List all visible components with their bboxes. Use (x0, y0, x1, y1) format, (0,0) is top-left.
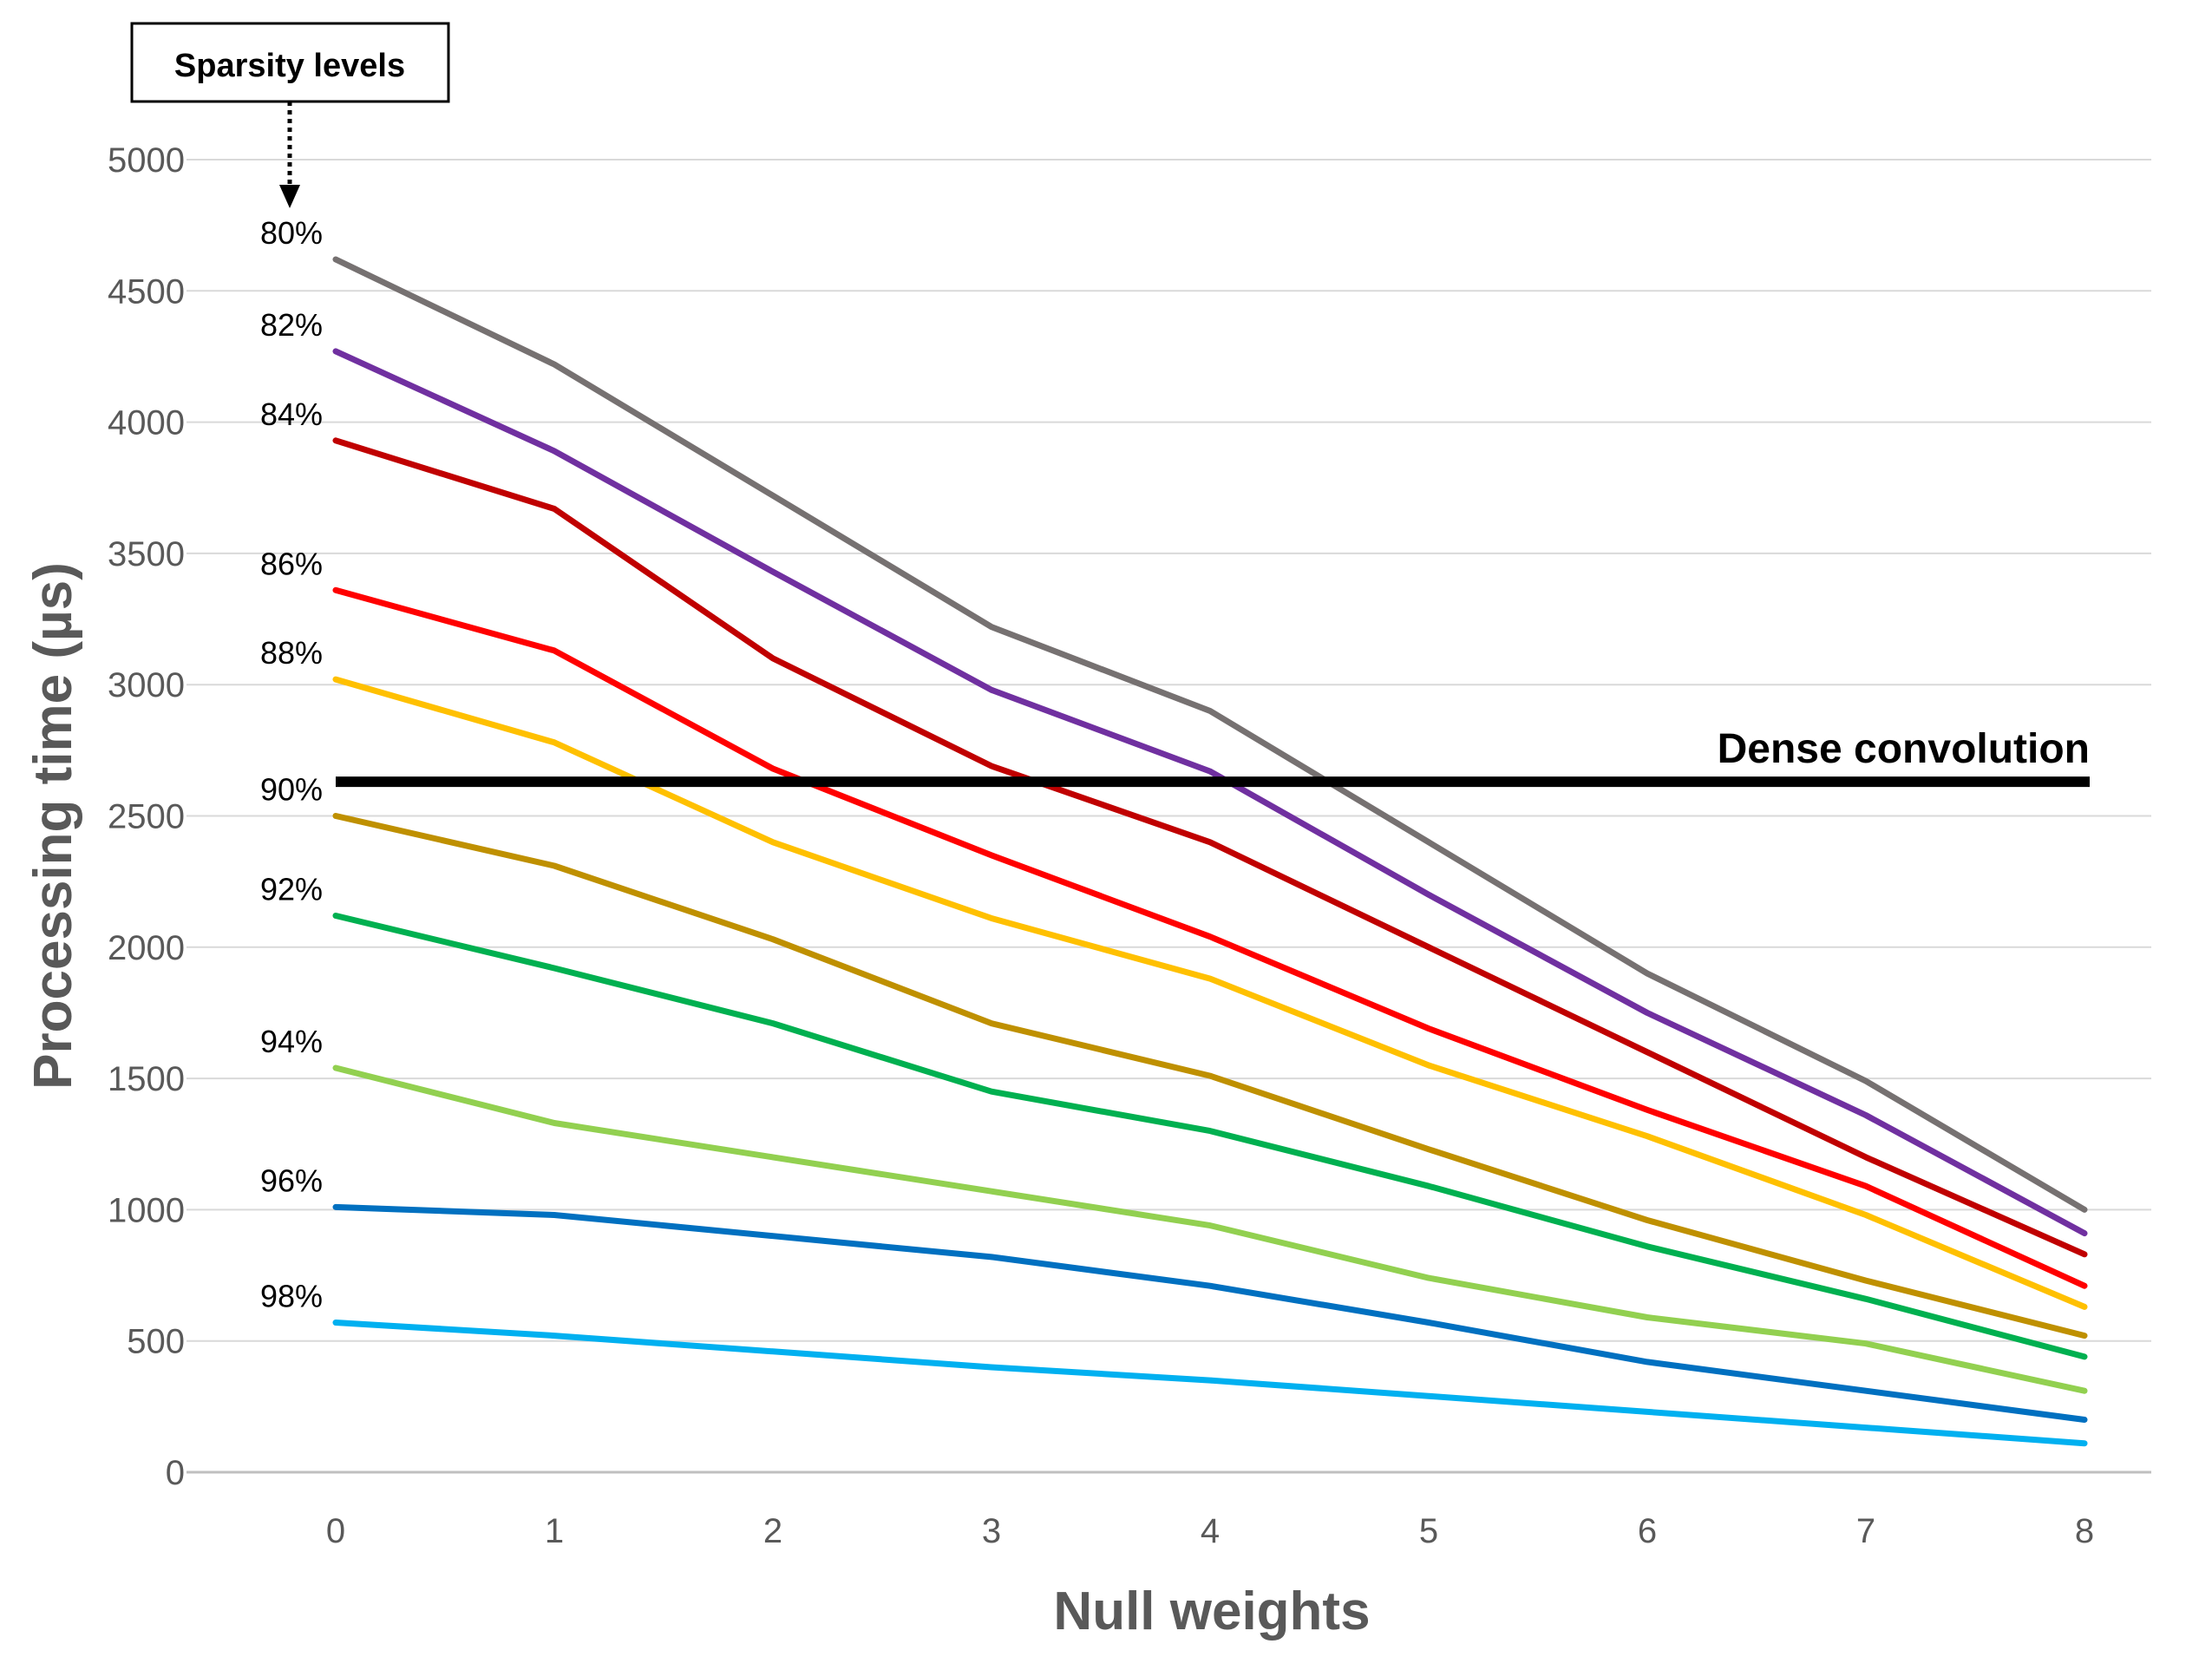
series-line-84pct (332, 437, 2088, 1258)
y-tick-label: 5000 (108, 141, 185, 180)
callout-arrow-head (279, 185, 300, 208)
x-tick-label: 2 (763, 1512, 782, 1550)
series-label: 80% (260, 215, 323, 251)
y-tick-label: 3000 (108, 666, 185, 704)
y-tick-label: 1000 (108, 1191, 185, 1229)
series-label: 92% (260, 871, 323, 907)
series-label: 86% (260, 546, 323, 581)
x-tick-label: 1 (545, 1512, 564, 1550)
series-labels: 80% 82% 84% 86% 88% 90% 92% 94% 96% 98% (260, 215, 323, 1314)
y-tick-label: 2000 (108, 929, 185, 967)
sparsity-callout: Sparsity levels (130, 22, 450, 208)
series-line-92pct (332, 913, 2088, 1360)
x-tick-label: 0 (326, 1512, 345, 1550)
series-label: 82% (260, 307, 323, 343)
y-tick-label: 2500 (108, 798, 185, 836)
callout-label: Sparsity levels (174, 48, 405, 84)
x-tick-label: 6 (1638, 1512, 1657, 1550)
series-line-94pct (332, 1064, 2088, 1394)
x-tick-label: 7 (1856, 1512, 1875, 1550)
x-axis-ticks: 0 1 2 3 4 5 6 7 8 (326, 1512, 2094, 1550)
y-axis-ticks: 0 500 1000 1500 2000 2500 3000 3500 4000 4500 5000 (108, 141, 185, 1492)
series-line-88pct (332, 676, 2088, 1310)
x-tick-label: 5 (1419, 1512, 1438, 1550)
y-tick-label: 3500 (108, 535, 185, 573)
series-line-82pct (332, 348, 2088, 1237)
series-line-86pct (332, 586, 2088, 1289)
series-line-96pct (332, 1203, 2088, 1423)
gridlines (187, 159, 2151, 1342)
x-tick-label: 8 (2075, 1512, 2094, 1550)
reference-line-group: Dense convolution (336, 726, 2090, 788)
y-tick-label: 500 (127, 1323, 185, 1361)
y-axis-title: Processing time (µs) (23, 562, 83, 1090)
series-label: 88% (260, 635, 323, 671)
series-label: 98% (260, 1279, 323, 1314)
y-tick-label: 4500 (108, 272, 185, 311)
series-line-80pct (332, 256, 2088, 1213)
y-tick-label: 4000 (108, 404, 185, 442)
series-line-98pct (332, 1320, 2088, 1447)
series-label: 90% (260, 772, 323, 808)
x-tick-label: 4 (1201, 1512, 1220, 1550)
series-label: 94% (260, 1024, 323, 1059)
y-tick-label: 1500 (108, 1060, 185, 1098)
series-label: 96% (260, 1163, 323, 1198)
x-tick-label: 3 (982, 1512, 1001, 1550)
dense-convolution-label: Dense convolution (1718, 726, 2090, 772)
x-axis-title: Null weights (1053, 1582, 1370, 1641)
series-line-90pct (332, 813, 2088, 1339)
y-tick-label: 0 (166, 1454, 185, 1492)
series-lines (332, 256, 2088, 1447)
callout-box (130, 22, 450, 103)
series-label: 84% (260, 396, 323, 432)
